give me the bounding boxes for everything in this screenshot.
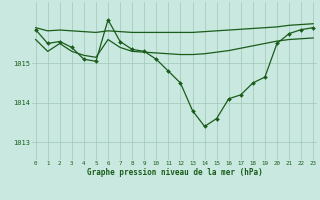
X-axis label: Graphe pression niveau de la mer (hPa): Graphe pression niveau de la mer (hPa): [86, 168, 262, 177]
